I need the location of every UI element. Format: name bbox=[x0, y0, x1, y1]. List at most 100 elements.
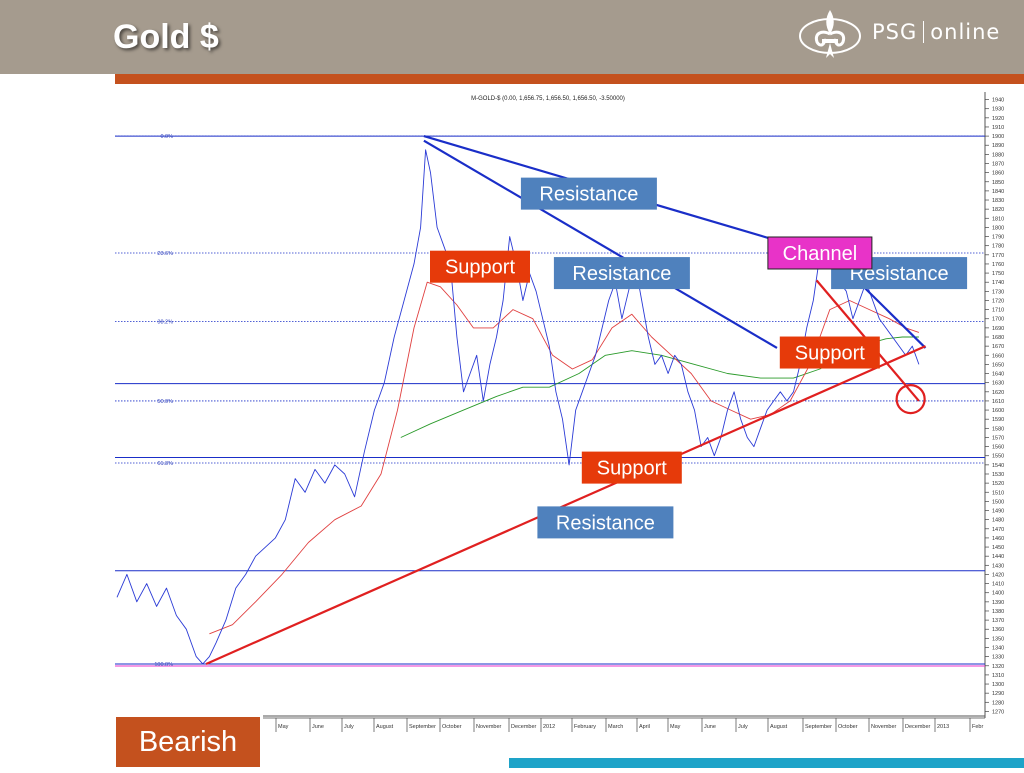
y-tick-label-15: 1420 bbox=[992, 572, 1004, 578]
y-tick-label-0: 1270 bbox=[992, 709, 1004, 715]
annotation-box-3 bbox=[537, 506, 674, 539]
price-line bbox=[116, 149, 920, 665]
annotation-channel-7: Channel bbox=[767, 236, 873, 270]
annotation-box-1 bbox=[553, 257, 690, 290]
annotation-label-0: Resistance bbox=[539, 184, 638, 206]
x-tick-label-9: February bbox=[574, 724, 596, 730]
chart-title: M-GOLD-$ (0.00, 1,656.75, 1,656.50, 1,65… bbox=[471, 96, 625, 102]
x-tick-label-13: June bbox=[704, 724, 716, 730]
annotation-resistance-3: Resistance bbox=[537, 506, 674, 539]
x-tick-label-2: July bbox=[344, 724, 354, 730]
y-tick-label-51: 1780 bbox=[992, 244, 1004, 250]
y-tick-label-29: 1560 bbox=[992, 445, 1004, 451]
y-tick-label-19: 1460 bbox=[992, 536, 1004, 542]
y-tick-label-64: 1910 bbox=[992, 125, 1004, 131]
teal-footer-bar bbox=[509, 758, 1024, 768]
logo-separator bbox=[923, 21, 925, 43]
annotation-label-5: Support bbox=[795, 343, 865, 365]
logo-text-psg: PSG bbox=[872, 20, 918, 44]
y-tick-label-56: 1830 bbox=[992, 198, 1004, 204]
fib-label-0: 0.0% bbox=[160, 134, 173, 140]
y-tick-label-10: 1370 bbox=[992, 618, 1004, 624]
fleur-de-lis-icon bbox=[799, 10, 861, 58]
y-tick-label-4: 1310 bbox=[992, 673, 1004, 679]
chart-svg: M-GOLD-$ (0.00, 1,656.75, 1,656.50, 1,65… bbox=[115, 92, 1004, 732]
trendlines bbox=[205, 135, 927, 665]
y-tick-label-33: 1600 bbox=[992, 408, 1004, 414]
circle-marker-layer bbox=[895, 384, 926, 415]
slide-title: Gold $ bbox=[113, 18, 219, 56]
y-tick-label-30: 1570 bbox=[992, 435, 1004, 441]
x-tick-label-10: March bbox=[608, 724, 623, 730]
slide-header bbox=[0, 0, 1024, 74]
x-tick-label-7: December bbox=[511, 724, 537, 730]
y-tick-label-2: 1290 bbox=[992, 691, 1004, 697]
x-tick-label-3: August bbox=[376, 724, 394, 730]
gold-chart: M-GOLD-$ (0.00, 1,656.75, 1,656.50, 1,65… bbox=[115, 84, 1024, 768]
y-tick-label-1: 1280 bbox=[992, 700, 1004, 706]
x-tick-label-20: 2013 bbox=[937, 724, 949, 730]
y-tick-label-62: 1890 bbox=[992, 143, 1004, 149]
price-layer bbox=[116, 149, 920, 665]
y-tick-label-36: 1630 bbox=[992, 381, 1004, 387]
y-axis: 1270 1280 1290 1300 1310 1320 1330 1340 1350 1360… bbox=[985, 98, 1004, 715]
y-tick-label-27: 1540 bbox=[992, 463, 1004, 469]
annotation-label-1: Resistance bbox=[572, 263, 671, 285]
y-tick-label-43: 1700 bbox=[992, 317, 1004, 323]
annotation-resistance-2: Resistance bbox=[831, 257, 968, 290]
y-tick-label-39: 1660 bbox=[992, 353, 1004, 359]
y-tick-label-14: 1410 bbox=[992, 582, 1004, 588]
annotation-label-2: Resistance bbox=[850, 263, 949, 285]
fib-label-2: 38.2% bbox=[157, 319, 173, 325]
fib-levels: 0.0% 23.6% 38.2% 50.0% 61.8% 100.0% bbox=[115, 134, 985, 668]
y-tick-label-49: 1760 bbox=[992, 262, 1004, 268]
annotation-label-4: Support bbox=[445, 257, 515, 279]
y-tick-label-7: 1340 bbox=[992, 646, 1004, 652]
annotation-box-7 bbox=[767, 236, 873, 270]
fib-label-5: 100.0% bbox=[154, 662, 173, 668]
y-tick-label-28: 1550 bbox=[992, 454, 1004, 460]
support-trendline-0 bbox=[205, 345, 926, 665]
y-tick-label-37: 1640 bbox=[992, 372, 1004, 378]
y-tick-label-50: 1770 bbox=[992, 253, 1004, 259]
bearish-badge: Bearish bbox=[116, 717, 260, 767]
y-tick-label-65: 1920 bbox=[992, 116, 1004, 122]
chart-frame bbox=[263, 92, 986, 718]
y-tick-label-18: 1450 bbox=[992, 545, 1004, 551]
y-tick-label-9: 1360 bbox=[992, 627, 1004, 633]
y-tick-label-42: 1690 bbox=[992, 326, 1004, 332]
resistance-trendline-1 bbox=[423, 139, 778, 349]
y-tick-label-23: 1500 bbox=[992, 499, 1004, 505]
y-tick-label-66: 1930 bbox=[992, 107, 1004, 113]
annotation-support-6: Support bbox=[581, 451, 682, 484]
annotation-label-3: Resistance bbox=[556, 512, 655, 534]
y-tick-label-34: 1610 bbox=[992, 399, 1004, 405]
y-tick-label-22: 1490 bbox=[992, 509, 1004, 515]
fib-label-4: 61.8% bbox=[157, 461, 173, 467]
y-tick-label-12: 1390 bbox=[992, 600, 1004, 606]
y-tick-label-44: 1710 bbox=[992, 308, 1004, 314]
y-tick-label-54: 1810 bbox=[992, 216, 1004, 222]
x-tick-label-11: April bbox=[639, 724, 650, 730]
logo-text: PSG online bbox=[872, 20, 1000, 44]
circle-marker bbox=[895, 384, 926, 415]
x-tick-label-6: November bbox=[476, 724, 502, 730]
y-tick-label-32: 1590 bbox=[992, 417, 1004, 423]
orange-divider bbox=[115, 74, 1024, 84]
y-tick-label-11: 1380 bbox=[992, 609, 1004, 615]
y-tick-label-38: 1650 bbox=[992, 362, 1004, 368]
x-axis: May June July August September October Novembe… bbox=[263, 717, 985, 732]
y-tick-label-63: 1900 bbox=[992, 134, 1004, 140]
y-tick-label-5: 1320 bbox=[992, 664, 1004, 670]
y-tick-label-58: 1850 bbox=[992, 180, 1004, 186]
y-tick-label-46: 1730 bbox=[992, 289, 1004, 295]
y-tick-label-13: 1400 bbox=[992, 591, 1004, 597]
y-tick-label-57: 1840 bbox=[992, 189, 1004, 195]
annotation-box-6 bbox=[581, 451, 682, 484]
y-tick-label-61: 1880 bbox=[992, 152, 1004, 158]
x-tick-label-15: August bbox=[770, 724, 788, 730]
annotation-label-7: Channel bbox=[783, 243, 858, 265]
y-tick-label-25: 1520 bbox=[992, 481, 1004, 487]
x-tick-label-18: November bbox=[871, 724, 897, 730]
y-tick-label-59: 1860 bbox=[992, 171, 1004, 177]
